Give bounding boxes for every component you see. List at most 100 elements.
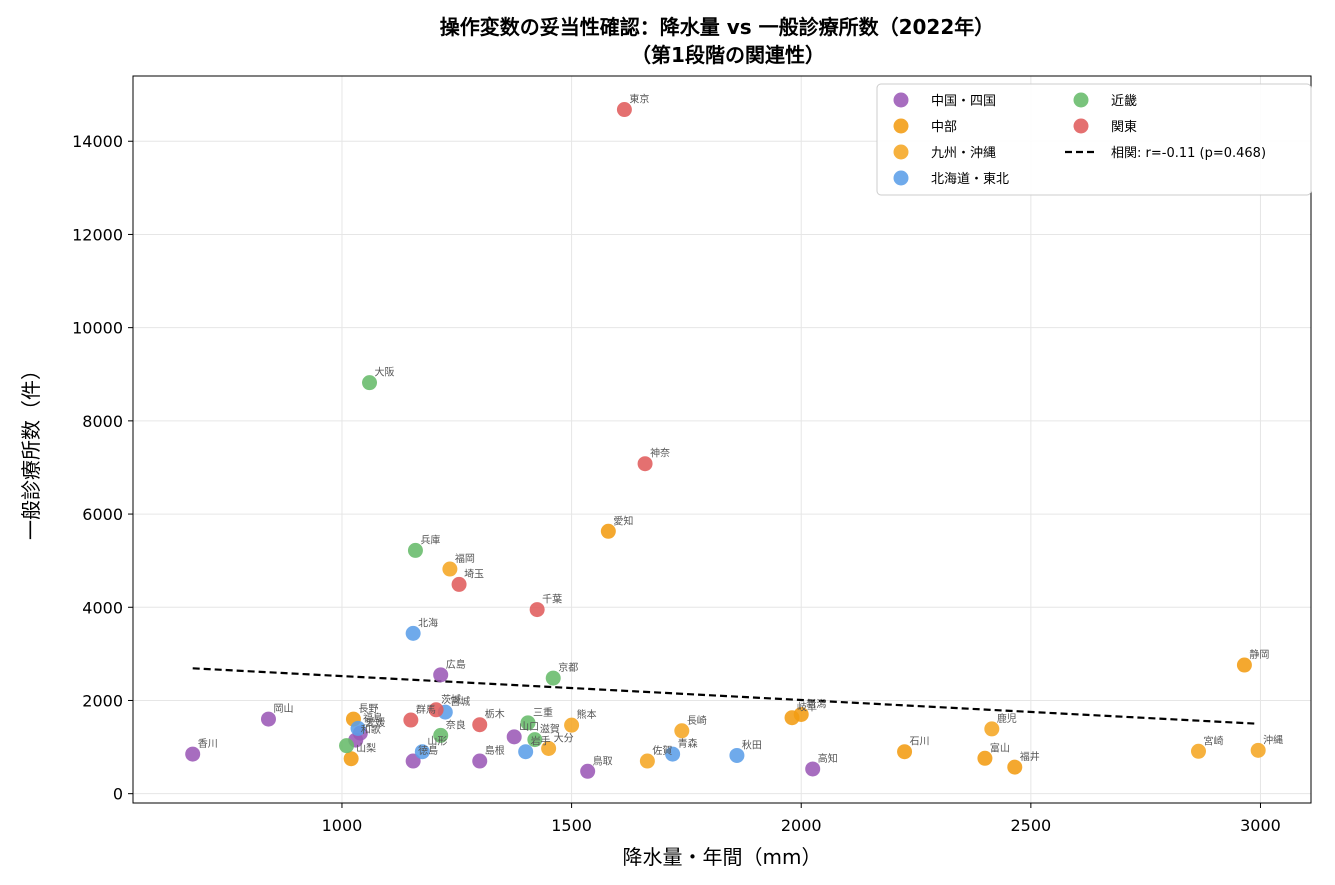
data-point	[729, 747, 745, 763]
x-tick-label: 3000	[1240, 816, 1281, 835]
y-tick-label: 0	[113, 785, 123, 804]
point-label: 福島	[363, 711, 383, 724]
point-label: 神奈	[650, 447, 670, 460]
data-point	[529, 602, 545, 618]
data-point	[674, 723, 690, 739]
legend-marker	[893, 170, 909, 186]
data-point	[580, 763, 596, 779]
point-label: 長野	[358, 703, 378, 715]
chart-subtitle: （第1段階の関連性）	[631, 43, 825, 67]
legend-marker	[1073, 118, 1089, 134]
data-point	[403, 712, 419, 728]
legend-entry: 中部	[931, 120, 957, 135]
data-point	[472, 753, 488, 769]
y-tick-label: 8000	[82, 412, 123, 431]
point-label: 群馬	[416, 703, 436, 716]
data-point	[977, 750, 993, 766]
data-point	[350, 720, 366, 736]
y-tick-label: 4000	[82, 598, 123, 617]
data-point	[616, 102, 632, 118]
data-point	[637, 456, 653, 472]
point-label: 佐賀	[652, 745, 672, 757]
point-label: 奈良	[446, 718, 466, 731]
point-label: 岡山	[273, 703, 293, 715]
data-point	[545, 670, 561, 686]
data-point	[451, 576, 467, 592]
data-point	[433, 727, 449, 743]
data-point	[600, 523, 616, 539]
trendline-layer	[192, 667, 1259, 725]
point-label: 岩手	[531, 735, 551, 748]
point-label: 青森	[678, 737, 698, 750]
point-label: 秋田	[742, 738, 762, 751]
point-label: 埼玉	[464, 567, 484, 580]
legend-entry-trendline: 相関: r=-0.11 (p=0.468)	[1111, 146, 1266, 161]
point-label: 徳島	[418, 744, 438, 757]
legend-entry: 中国・四国	[931, 94, 996, 109]
point-label: 宮崎	[1203, 734, 1223, 747]
data-point	[665, 746, 681, 762]
legend-entry: 北海道・東北	[931, 171, 1009, 187]
y-axis-label: 一般診療所数（件）	[19, 360, 43, 540]
data-point	[433, 667, 449, 683]
y-tick-label: 14000	[72, 132, 123, 151]
data-point	[1250, 742, 1266, 758]
data-point	[362, 375, 378, 391]
point-label: 鳥取	[593, 754, 613, 767]
legend-marker	[1073, 92, 1089, 108]
legend-entry: 九州・沖縄	[931, 146, 996, 161]
point-label: 千葉	[542, 593, 562, 606]
y-tick-label: 10000	[72, 319, 123, 338]
data-point	[1007, 759, 1023, 775]
y-tick-label: 6000	[82, 505, 123, 524]
point-label: 富山	[990, 741, 1010, 754]
data-point	[805, 761, 821, 777]
point-label: 栃木	[485, 708, 505, 721]
y-tick-label: 12000	[72, 225, 123, 244]
point-label: 福井	[1020, 750, 1040, 763]
data-point	[527, 732, 543, 748]
data-point	[1236, 657, 1252, 673]
point-label: 北海	[418, 616, 438, 629]
x-tick-label: 2500	[1010, 816, 1051, 835]
points-layer	[185, 102, 1266, 779]
data-point	[339, 738, 355, 754]
point-label: 高知	[818, 752, 838, 765]
point-label: 岐阜	[797, 701, 817, 714]
point-label: 宮城	[450, 695, 470, 708]
point-label: 長崎	[687, 714, 707, 727]
data-point	[260, 711, 276, 727]
data-point	[405, 753, 421, 769]
data-point	[541, 740, 557, 756]
point-label: 山口	[519, 721, 539, 733]
data-point	[442, 561, 458, 577]
legend-box	[876, 83, 1312, 196]
data-point	[793, 706, 809, 722]
chart-title: 操作変数の妥当性確認：降水量 vs 一般診療所数（2022年）	[440, 15, 995, 39]
point-label: 東京	[629, 93, 649, 106]
point-label: 三重	[533, 706, 553, 719]
trendline	[192, 667, 1259, 725]
data-point	[343, 751, 359, 767]
x-tick-label: 2000	[781, 816, 822, 835]
x-tick-label: 1500	[551, 816, 592, 835]
data-point	[405, 625, 421, 641]
legend-marker	[893, 118, 909, 134]
point-label: 大分	[554, 731, 574, 744]
point-label: 愛知	[613, 514, 633, 527]
data-point	[520, 715, 536, 731]
point-label: 石川	[910, 737, 930, 748]
point-label: 島根	[485, 744, 505, 757]
y-tick-label: 2000	[82, 691, 123, 710]
data-point	[414, 744, 430, 760]
point-label: 香川	[198, 738, 218, 750]
legend-marker	[893, 92, 909, 108]
data-point	[407, 542, 423, 558]
plot-area	[132, 75, 1312, 804]
data-point	[518, 744, 534, 760]
data-point	[428, 702, 444, 718]
point-label: 鹿児	[997, 712, 1017, 725]
